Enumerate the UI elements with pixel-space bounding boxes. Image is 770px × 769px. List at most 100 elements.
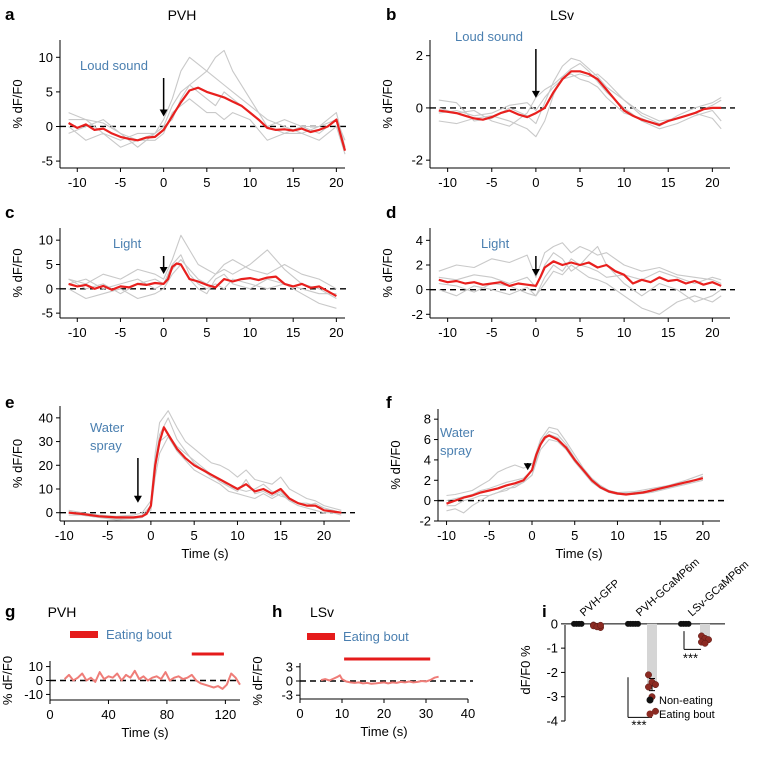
stimulus-annotation: Light — [113, 236, 142, 251]
x-tick-label: 5 — [571, 528, 578, 543]
x-tick-label: -5 — [115, 175, 127, 190]
y-axis-label: % dF/F0 — [388, 440, 403, 489]
x-tick-label: 5 — [576, 325, 583, 340]
mean-line — [438, 260, 722, 287]
y-tick-label: 0 — [424, 493, 431, 508]
axes: -2 0 2 -10 -5 0 5 10 15 20 — [411, 40, 730, 190]
x-tick-label: 15 — [661, 325, 675, 340]
x-tick-label: -5 — [483, 528, 495, 543]
y-tick-label: 0 — [46, 281, 53, 296]
panel-c: c -5 0 5 10 -10 -5 0 5 10 15 20 % dF/F0 Light — [5, 203, 350, 340]
panel-label: b — [386, 5, 396, 24]
eating-point — [597, 621, 604, 629]
trace-line-3 — [438, 252, 722, 288]
x-tick-label: 20 — [696, 528, 710, 543]
mean-bar — [700, 623, 710, 640]
y-tick-label: 0 — [286, 674, 293, 689]
x-tick-label: 10 — [335, 706, 349, 721]
y-tick-label: 0 — [46, 505, 53, 520]
trace-line-2 — [438, 62, 722, 138]
stimulus-arrow-head — [133, 495, 142, 503]
x-tick-label: 40 — [461, 706, 475, 721]
x-tick-label: 10 — [617, 175, 631, 190]
stimulus-annotation: Loud sound — [80, 58, 148, 73]
x-tick-label: 20 — [329, 325, 343, 340]
axes: -2 0 2 4 -10 -5 0 5 10 15 20 — [411, 228, 730, 340]
y-tick-label: -2 — [411, 307, 423, 322]
y-axis-label: % dF/F0 — [10, 79, 25, 128]
y-tick-label: 5 — [46, 257, 53, 272]
panel-label: a — [5, 5, 15, 24]
eating-bout-legend-bar — [70, 631, 98, 638]
x-tick-label: -10 — [68, 175, 87, 190]
y-tick-label: 0 — [551, 616, 558, 631]
noneating-point — [685, 620, 692, 627]
x-axis-label: Time (s) — [360, 724, 407, 739]
x-tick-label: 10 — [610, 528, 624, 543]
activity-trace — [320, 674, 439, 685]
y-axis-label: % dF/F0 — [380, 79, 395, 128]
y-tick-label: 4 — [424, 452, 431, 467]
x-tick-label: 0 — [528, 528, 535, 543]
trace-line-2 — [446, 426, 704, 497]
y-tick-label: 0 — [36, 673, 43, 688]
trace-line-3 — [68, 249, 337, 299]
stimulus-arrow-head — [531, 268, 540, 276]
trace-line-2 — [438, 245, 722, 303]
x-tick-label: -10 — [68, 325, 87, 340]
activity-trace — [63, 669, 241, 690]
x-axis-label: Time (s) — [121, 725, 168, 740]
x-tick-label: 20 — [317, 528, 331, 543]
panel-title: PVH — [168, 7, 197, 23]
trace-line-1 — [438, 57, 722, 125]
y-tick-label: 0 — [416, 282, 423, 297]
x-tick-label: 40 — [101, 707, 115, 722]
legend-eating-label: Eating bout — [659, 709, 715, 721]
eating-point — [701, 639, 709, 647]
panel-label: d — [386, 203, 396, 222]
y-axis-label: dF/F0 % — [518, 645, 533, 695]
stimulus-annotation: spray — [90, 438, 122, 453]
y-axis-label: % dF/F0 — [0, 656, 15, 705]
x-tick-label: 0 — [532, 175, 539, 190]
x-axis-label: Time (s) — [555, 546, 602, 561]
y-tick-label: 6 — [424, 432, 431, 447]
y-tick-label: 0 — [416, 100, 423, 115]
mean-line — [68, 86, 347, 151]
eating-point — [652, 707, 659, 715]
axes: -2 0 2 4 6 8 -10 -5 0 5 10 15 20 — [419, 409, 720, 543]
trace-line-4 — [446, 430, 704, 502]
x-tick-label: -5 — [486, 175, 498, 190]
panel-e: e 0 10 20 30 40 -10 -5 0 5 10 15 20 % dF/F0 Time (s) Wa… — [5, 393, 355, 561]
mean-line — [438, 70, 722, 126]
legend-noneating-marker — [646, 696, 654, 704]
panel-label: g — [5, 602, 15, 621]
y-tick-label: -10 — [24, 687, 43, 702]
y-tick-label: -4 — [546, 714, 558, 729]
y-tick-label: 20 — [39, 458, 53, 473]
y-tick-label: 30 — [39, 434, 53, 449]
panel-label: c — [5, 203, 14, 222]
y-tick-label: 10 — [29, 659, 43, 674]
x-tick-label: 15 — [286, 325, 300, 340]
stimulus-arrow-head — [523, 463, 532, 471]
y-tick-label: 3 — [286, 659, 293, 674]
eating-point — [652, 681, 659, 689]
stimulus-annotation: Light — [481, 236, 510, 251]
x-tick-label: 0 — [160, 325, 167, 340]
noneating-point — [578, 620, 585, 627]
stimulus-arrow-head — [531, 90, 540, 98]
x-tick-label: 5 — [203, 175, 210, 190]
mean-line — [68, 426, 342, 519]
panel-a: a PVH -5 0 5 10 -10 -5 0 5 10 15 20 % dF/F0 Loud sound — [5, 5, 350, 190]
stimulus-arrow-head — [159, 109, 168, 117]
x-tick-label: 15 — [661, 175, 675, 190]
x-tick-label: -10 — [55, 528, 74, 543]
y-tick-label: 2 — [416, 48, 423, 63]
x-tick-label: 20 — [377, 706, 391, 721]
x-tick-label: 5 — [203, 325, 210, 340]
trace-line-1 — [438, 242, 722, 285]
